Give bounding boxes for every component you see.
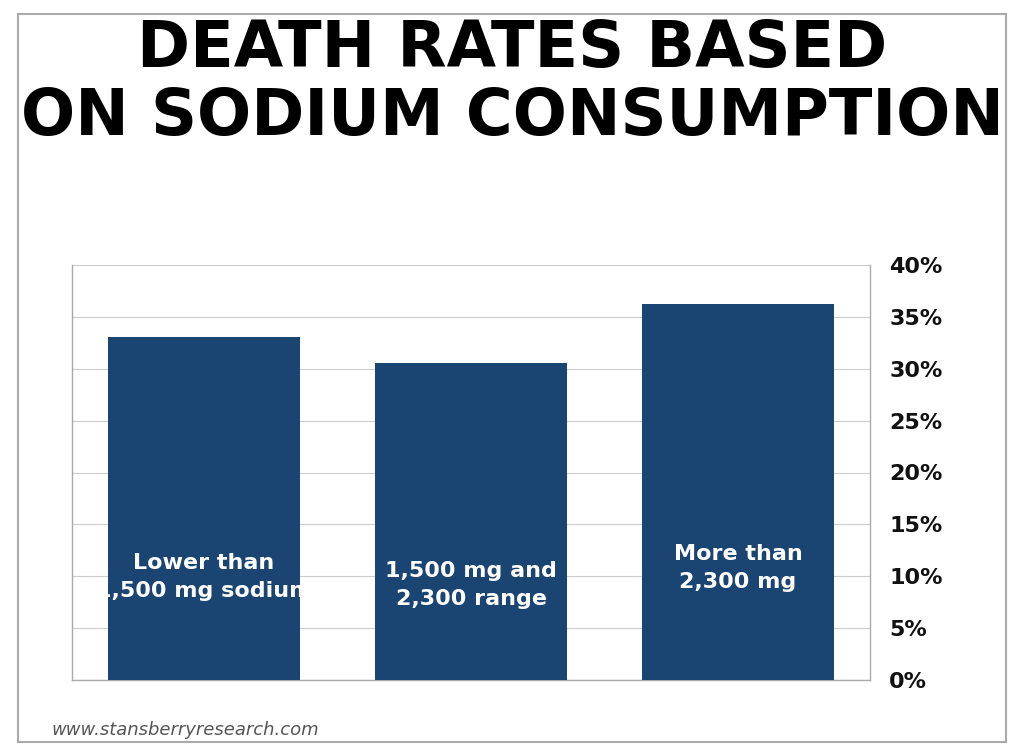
Text: DEATH RATES BASED: DEATH RATES BASED bbox=[137, 18, 887, 80]
Text: More than
2,300 mg: More than 2,300 mg bbox=[674, 544, 803, 591]
Bar bbox=[642, 304, 835, 680]
Text: 1,500 mg and
2,300 range: 1,500 mg and 2,300 range bbox=[385, 561, 557, 609]
Text: Lower than
1,500 mg sodium: Lower than 1,500 mg sodium bbox=[96, 553, 312, 602]
Bar bbox=[108, 337, 300, 680]
Text: www.stansberryresearch.com: www.stansberryresearch.com bbox=[51, 721, 318, 739]
Text: ON SODIUM CONSUMPTION: ON SODIUM CONSUMPTION bbox=[20, 86, 1004, 148]
Bar bbox=[375, 364, 567, 680]
